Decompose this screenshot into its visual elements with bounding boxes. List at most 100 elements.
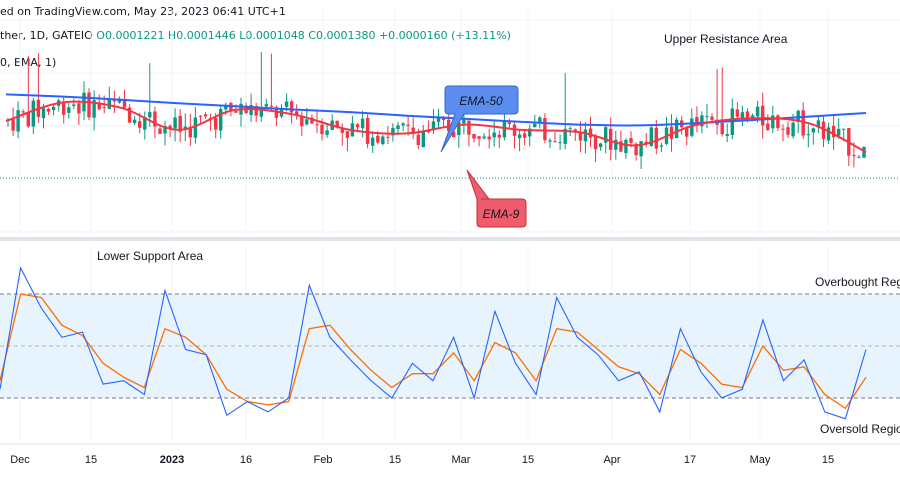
x-axis-label: 16: [240, 454, 252, 466]
published-line: ed on TradingView.com, May 23, 2023 06:4…: [0, 5, 286, 18]
candle-body: [46, 108, 51, 112]
candle-body: [168, 125, 172, 129]
candle-body: [766, 123, 770, 130]
x-axis-label: 15: [822, 454, 834, 466]
candle-body: [821, 121, 826, 139]
candle-body: [629, 138, 633, 143]
candle-body: [92, 100, 96, 118]
candle-body: [801, 110, 805, 136]
candle-body: [148, 112, 152, 118]
candle-body: [842, 128, 846, 130]
candle-body: [614, 139, 618, 150]
candle-body: [695, 117, 699, 125]
candle-body: [325, 130, 329, 135]
candle-body: [609, 128, 613, 150]
x-axis-label: 17: [684, 454, 696, 466]
candle-body: [107, 98, 111, 109]
candle-body: [234, 111, 238, 113]
candle-body: [634, 143, 638, 156]
x-axis-label: Mar: [452, 454, 471, 466]
candle-body: [340, 129, 344, 133]
candle-body: [386, 136, 390, 138]
candle-body: [674, 119, 679, 139]
candle-body: [598, 143, 603, 148]
ema50-callout: EMA-50: [440, 85, 519, 153]
candle-body: [214, 118, 218, 130]
candle-body: [132, 119, 137, 124]
candle-body: [97, 102, 101, 110]
x-axis-label: 15: [522, 454, 534, 466]
candles: [6, 52, 866, 169]
candle-body: [163, 126, 167, 134]
candle-body: [143, 117, 147, 130]
candle-body: [553, 141, 557, 143]
price-grid: [0, 10, 900, 233]
candle-body: [31, 100, 35, 127]
candle-body: [593, 135, 598, 150]
candle-body: [300, 116, 304, 127]
candle-body: [659, 145, 664, 147]
candle-body: [852, 155, 856, 157]
stoch-k-line: [0, 266, 867, 420]
candle-body: [193, 117, 198, 138]
ema9-callout: EMA-9: [466, 169, 527, 228]
candle-body: [710, 116, 714, 120]
stoch-d-line: [0, 293, 867, 410]
candle-body: [381, 136, 385, 145]
candle-body: [284, 101, 289, 107]
candle-body: [21, 111, 25, 113]
candle-body: [345, 131, 350, 138]
candle-body: [786, 127, 790, 135]
candle-body: [639, 141, 643, 157]
x-axis-label: Feb: [314, 454, 333, 466]
candle-body: [62, 102, 66, 115]
candle-body: [771, 115, 775, 129]
candle-body: [472, 134, 476, 139]
candle-body: [528, 128, 532, 137]
x-axis-label: 2023: [160, 454, 184, 466]
candle-body: [310, 117, 314, 124]
oversold-label: Oversold Region: [820, 422, 900, 436]
candle-body: [11, 119, 15, 131]
candle-body: [173, 117, 177, 129]
ema50-callout-text: EMA-50: [459, 94, 503, 108]
candle-body: [482, 136, 486, 139]
panel-separator: [0, 237, 900, 241]
candle-body: [355, 124, 360, 128]
candle-body: [548, 140, 552, 142]
candle-body: [649, 127, 653, 146]
ema50-line: [5, 93, 867, 127]
candle-body: [837, 128, 841, 136]
candle-body: [857, 156, 861, 158]
candle-body: [87, 92, 91, 118]
candle-body: [178, 115, 182, 132]
candle-body: [578, 131, 583, 141]
candle-body: [755, 106, 760, 117]
candle-body: [462, 118, 466, 124]
candle-body: [512, 124, 517, 136]
candle-body: [51, 106, 56, 111]
candle-body: [477, 136, 481, 139]
ema9-callout-shape: [466, 169, 527, 228]
candle-body: [725, 134, 729, 136]
candle-body: [320, 124, 324, 135]
candle-body: [188, 126, 192, 138]
candle-body: [295, 111, 299, 115]
candle-body: [360, 118, 365, 129]
candle-body: [16, 110, 20, 132]
ema9-callout-text: EMA-9: [483, 207, 520, 221]
candle-body: [396, 125, 400, 129]
candle-body: [862, 146, 866, 158]
candle-body: [219, 108, 223, 131]
candle-body: [690, 118, 694, 136]
candle-body: [583, 129, 588, 142]
candle-body: [77, 103, 81, 114]
candle-body: [315, 124, 319, 126]
candle-body: [502, 121, 507, 138]
candle-body: [685, 128, 689, 137]
symbol-line: ther, 1D, GATEIO O0.0001221 H0.0001446 L…: [0, 29, 511, 42]
candle-body: [122, 100, 127, 108]
upper-resistance-label: Upper Resistance Area: [664, 32, 788, 46]
candle-body: [492, 132, 496, 138]
candle-body: [558, 142, 562, 144]
